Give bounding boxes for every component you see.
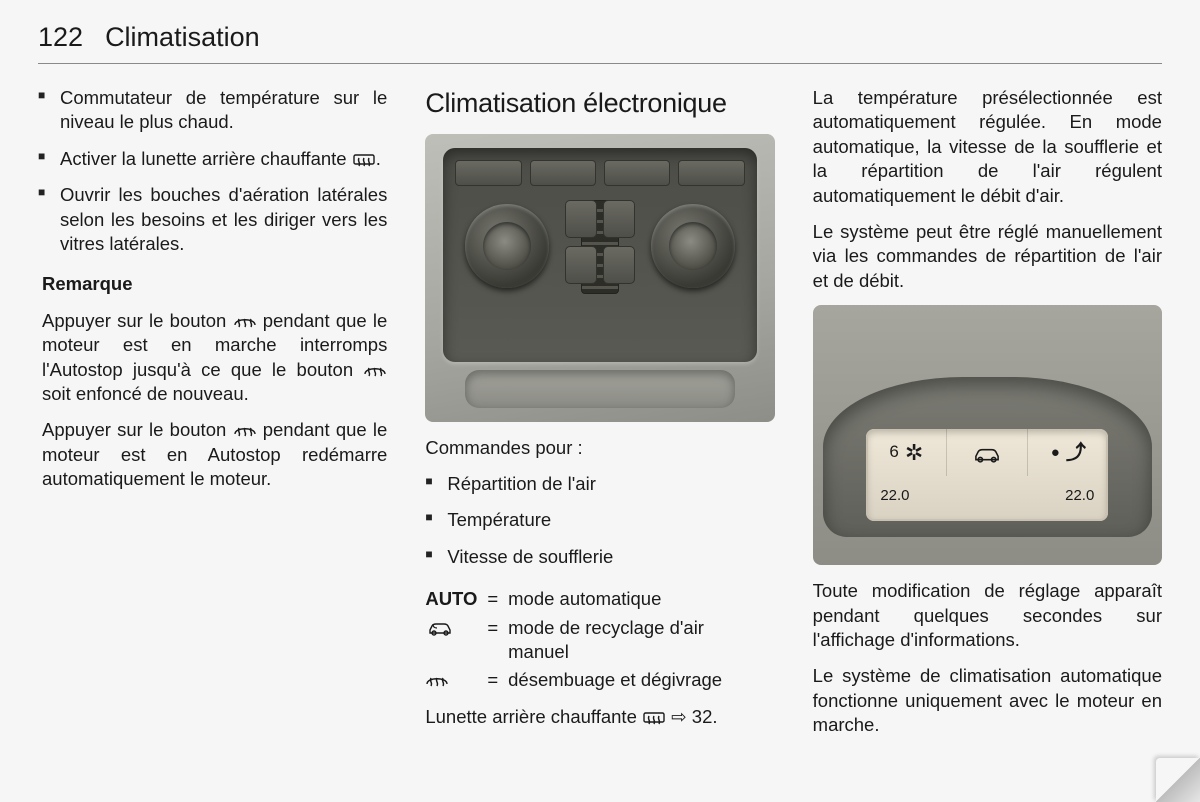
column-right: La température présélectionnée est autom… xyxy=(813,86,1162,750)
defrost-icon xyxy=(233,422,257,438)
commands-intro: Commandes pour : xyxy=(425,436,774,460)
subsection-heading: Climatisation électronique xyxy=(425,86,774,122)
table-row: AUTO = mode automatique xyxy=(425,585,774,613)
column-middle: Climatisation électronique Commandes pou… xyxy=(425,86,774,750)
list-item: Activer la lunette arrière chauffante . xyxy=(38,147,387,171)
list-item: Ouvrir les bouches d'aération latérales … xyxy=(38,183,387,256)
list-item: Température xyxy=(425,508,774,532)
table-row: = mode de recyclage d'air manuel xyxy=(425,614,774,667)
rear-defrost-icon xyxy=(352,151,376,167)
column-left: Commutateur de température sur le niveau… xyxy=(38,86,387,750)
info-display-illustration: 6 ✲ ● ⤴ 22.0 22.0 xyxy=(813,305,1162,565)
definition-symbol: AUTO xyxy=(425,585,487,613)
person-icon: ● xyxy=(1051,443,1060,463)
definition-text: désembuage et dégivrage xyxy=(508,666,775,694)
display-temp-right: 22.0 xyxy=(1065,486,1094,506)
definition-symbol xyxy=(425,666,487,694)
arrow-icon: ⤴ xyxy=(1066,440,1086,466)
defrost-icon xyxy=(233,313,257,329)
page-header: 122 Climatisation xyxy=(38,22,1162,64)
equals-sign: = xyxy=(487,614,508,667)
paragraph: Le système peut être réglé manuellement … xyxy=(813,220,1162,293)
content-columns: Commutateur de température sur le niveau… xyxy=(38,86,1162,750)
bullet-list-commands: Répartition de l'air Température Vitesse… xyxy=(425,472,774,569)
remark-paragraph: Appuyer sur le bouton pendant que le mot… xyxy=(38,309,387,407)
definition-text: mode automatique xyxy=(508,585,775,613)
equals-sign: = xyxy=(487,666,508,694)
display-recirc-cell xyxy=(947,429,1028,476)
remark-paragraph: Appuyer sur le bouton pendant que le mot… xyxy=(38,418,387,491)
display-fan-cell: 6 ✲ xyxy=(866,429,947,476)
car-icon xyxy=(425,618,455,636)
display-fan-level: 6 xyxy=(889,441,898,463)
fan-icon: ✲ xyxy=(905,438,923,467)
display-airflow-cell: ● ⤴ xyxy=(1028,429,1108,476)
paragraph: Le système de climatisation automatique … xyxy=(813,664,1162,737)
list-item: Commutateur de température sur le niveau… xyxy=(38,86,387,135)
page-corner-fold xyxy=(1156,758,1200,802)
bullet-list-col1: Commutateur de température sur le niveau… xyxy=(38,86,387,256)
section-title: Climatisation xyxy=(105,22,260,53)
defrost-icon xyxy=(363,362,387,378)
footer-line: Lunette arrière chauffante ⇨ 32. xyxy=(425,705,774,729)
definition-table: AUTO = mode automatique = mode de recycl… xyxy=(425,585,774,695)
paragraph: Toute modification de réglage apparaît p… xyxy=(813,579,1162,652)
table-row: = désembuage et dégivrage xyxy=(425,666,774,694)
display-temp-left: 22.0 xyxy=(880,486,909,506)
car-icon xyxy=(967,443,1007,463)
definition-text: mode de recyclage d'air manuel xyxy=(508,614,775,667)
definition-symbol xyxy=(425,614,487,667)
list-item: Répartition de l'air xyxy=(425,472,774,496)
page-number: 122 xyxy=(38,22,83,53)
paragraph: La température présélectionnée est autom… xyxy=(813,86,1162,208)
list-item: Vitesse de soufflerie xyxy=(425,545,774,569)
equals-sign: = xyxy=(487,585,508,613)
climate-panel-illustration xyxy=(425,134,774,422)
defrost-icon xyxy=(425,672,449,688)
remark-heading: Remarque xyxy=(38,272,387,296)
rear-defrost-icon xyxy=(642,709,666,725)
